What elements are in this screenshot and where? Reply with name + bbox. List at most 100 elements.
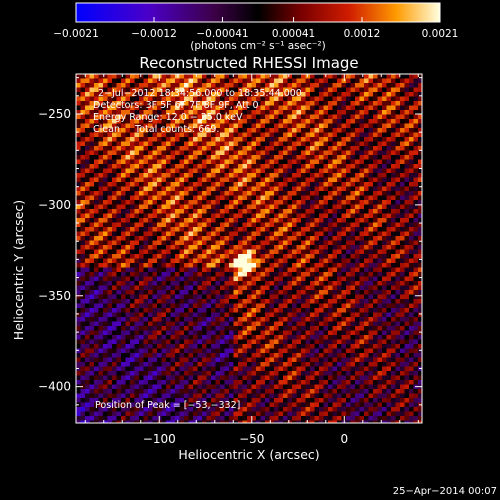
- heatmap-cell: [143, 339, 149, 345]
- heatmap-cell: [211, 290, 216, 295]
- heatmap-cell: [112, 218, 117, 223]
- heatmap-cell: [337, 299, 342, 304]
- heatmap-cell: [400, 281, 405, 286]
- heatmap-cell: [116, 101, 122, 106]
- heatmap-cell: [314, 74, 320, 79]
- heatmap-cell: [121, 339, 126, 345]
- heatmap-cell: [247, 308, 252, 313]
- heatmap-cell: [220, 267, 225, 273]
- heatmap-cell: [301, 344, 306, 349]
- heatmap-cell: [364, 312, 369, 318]
- heatmap-cell: [148, 330, 153, 336]
- heatmap-cell: [80, 101, 86, 106]
- heatmap-cell: [125, 348, 131, 354]
- heatmap-cell: [364, 182, 369, 187]
- heatmap-cell: [107, 326, 113, 331]
- heatmap-cell: [143, 132, 149, 138]
- heatmap-cell: [260, 132, 266, 138]
- heatmap-cell: [305, 357, 311, 363]
- heatmap-cell: [211, 245, 216, 250]
- heatmap-cell: [215, 119, 221, 124]
- heatmap-cell: [328, 155, 333, 160]
- heatmap-cell: [206, 222, 212, 228]
- heatmap-cell: [332, 173, 338, 178]
- heatmap-cell: [134, 317, 140, 322]
- heatmap-cell: [107, 281, 113, 286]
- heatmap-cell: [332, 110, 338, 115]
- heatmap-cell: [377, 209, 383, 214]
- heatmap-cell: [242, 204, 248, 210]
- heatmap-cell: [112, 177, 117, 183]
- heatmap-cell: [197, 114, 203, 120]
- heatmap-cell: [98, 101, 104, 106]
- heatmap-cell: [202, 195, 207, 201]
- heatmap-cell: [98, 87, 104, 93]
- heatmap-cell: [418, 267, 422, 273]
- heatmap-cell: [332, 119, 338, 124]
- heatmap-cell: [373, 335, 378, 340]
- heatmap-cell: [89, 258, 95, 264]
- heatmap-cell: [305, 272, 311, 277]
- heatmap-cell: [301, 105, 306, 111]
- heatmap-cell: [296, 101, 302, 106]
- heatmap-cell: [260, 267, 266, 273]
- heatmap-cell: [170, 87, 176, 93]
- heatmap-cell: [409, 353, 414, 358]
- heatmap-cell: [202, 276, 207, 282]
- heatmap-cell: [121, 150, 126, 156]
- heatmap-cell: [85, 276, 90, 282]
- heatmap-cell: [103, 132, 108, 138]
- heatmap-cell: [265, 168, 270, 174]
- heatmap-cell: [395, 276, 401, 282]
- heatmap-cell: [89, 177, 95, 183]
- heatmap-cell: [94, 236, 99, 241]
- heatmap-cell: [193, 101, 198, 106]
- heatmap-cell: [89, 83, 95, 88]
- heatmap-cell: [404, 105, 410, 111]
- heatmap-cell: [413, 155, 419, 160]
- heatmap-cell: [202, 326, 207, 331]
- heatmap-cell: [310, 326, 315, 331]
- heatmap-cell: [202, 290, 207, 295]
- heatmap-cell: [184, 168, 189, 174]
- heatmap-cell: [409, 335, 414, 340]
- heatmap-cell: [413, 105, 419, 111]
- heatmap-cell: [229, 92, 234, 97]
- heatmap-cell: [265, 182, 270, 187]
- heatmap-cell: [215, 92, 221, 97]
- heatmap-cell: [377, 267, 383, 273]
- heatmap-cell: [305, 155, 311, 160]
- heatmap-cell: [260, 164, 266, 169]
- heatmap-cell: [139, 281, 144, 286]
- heatmap-cell: [193, 263, 198, 268]
- heatmap-cell: [287, 222, 293, 228]
- heatmap-cell: [269, 326, 275, 331]
- heatmap-cell: [395, 218, 401, 223]
- heatmap-cell: [386, 290, 392, 295]
- heatmap-cell: [112, 263, 117, 268]
- heatmap-cell: [301, 326, 306, 331]
- heatmap-cell: [134, 245, 140, 250]
- heatmap-cell: [373, 164, 378, 169]
- heatmap-cell: [409, 218, 414, 223]
- heatmap-cell: [323, 218, 329, 223]
- heatmap-cell: [121, 240, 126, 246]
- heatmap-cell: [143, 159, 149, 165]
- heatmap-cell: [112, 294, 117, 300]
- heatmap-cell: [224, 335, 230, 340]
- heatmap-cell: [265, 281, 270, 286]
- heatmap-cell: [310, 303, 315, 309]
- heatmap-cell: [350, 150, 356, 156]
- heatmap-cell: [418, 110, 422, 115]
- heatmap-cell: [152, 348, 158, 354]
- heatmap-cell: [269, 290, 275, 295]
- heatmap-cell: [125, 263, 131, 268]
- heatmap-cell: [382, 119, 387, 124]
- heatmap-cell: [215, 164, 221, 169]
- heatmap-cell: [116, 249, 122, 255]
- heatmap-cell: [206, 164, 212, 169]
- heatmap-cell: [283, 231, 288, 237]
- heatmap-cell: [233, 137, 239, 142]
- heatmap-cell: [76, 132, 81, 138]
- heatmap-cell: [139, 362, 144, 367]
